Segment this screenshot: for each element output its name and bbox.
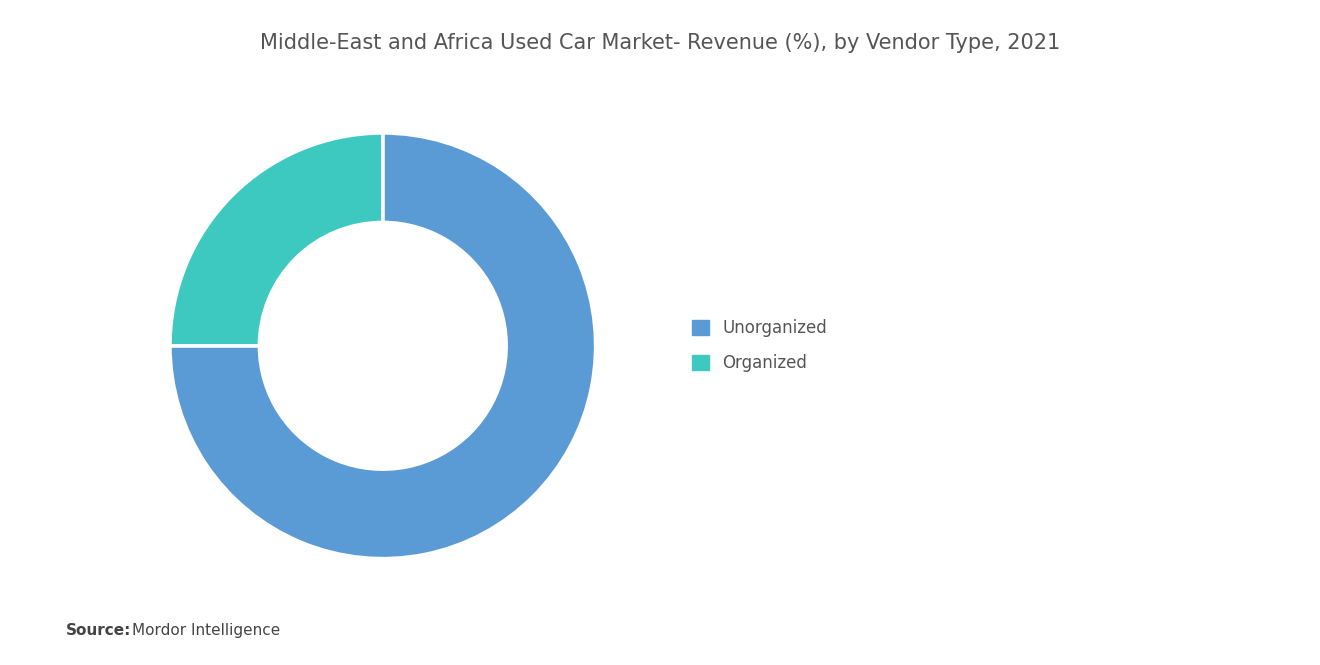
Text: Source:: Source: [66, 623, 132, 638]
Text: Mordor Intelligence: Mordor Intelligence [132, 623, 280, 638]
Wedge shape [170, 133, 595, 559]
Wedge shape [170, 133, 383, 346]
Text: Middle-East and Africa Used Car Market- Revenue (%), by Vendor Type, 2021: Middle-East and Africa Used Car Market- … [260, 33, 1060, 53]
Legend: Unorganized, Organized: Unorganized, Organized [684, 311, 836, 380]
